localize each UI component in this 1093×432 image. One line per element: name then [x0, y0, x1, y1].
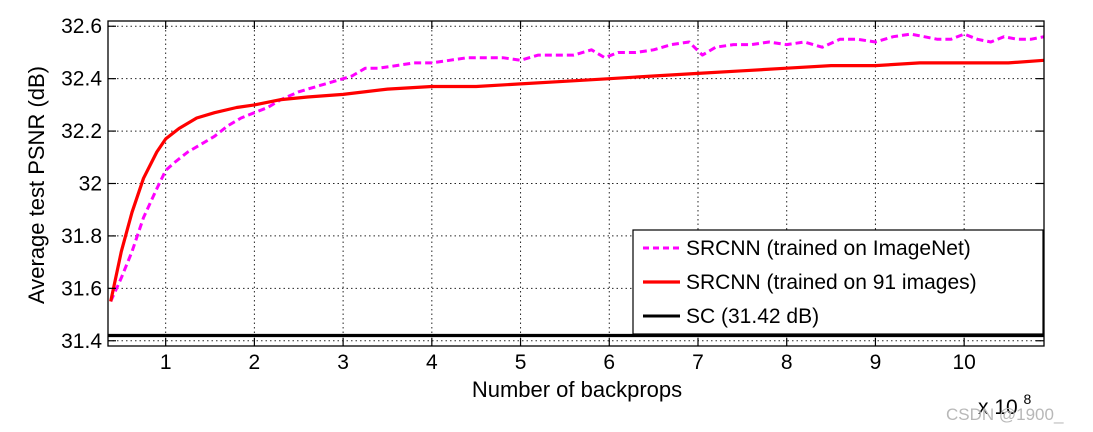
legend: SRCNN (trained on ImageNet) SRCNN (train… [632, 229, 1044, 335]
x-tick-label: 2 [249, 351, 261, 374]
watermark: CSDN @1900_ [946, 405, 1064, 424]
y-tick-label: 32.4 [61, 68, 102, 91]
x-tick-label: 10 [952, 351, 975, 374]
y-tick-label: 32.6 [61, 15, 102, 38]
legend-label-sc: SC (31.42 dB) [686, 305, 819, 328]
x-tick-label: 3 [337, 351, 349, 374]
series-line-imagenet [109, 32, 1045, 303]
x-tick-label: 7 [692, 351, 704, 374]
legend-label-91-images: SRCNN (trained on 91 images) [686, 271, 977, 294]
x-tick-label: 1 [160, 351, 172, 374]
x-scale-factor: x 10 8 [978, 391, 1032, 419]
y-tick-label: 31.8 [61, 225, 102, 248]
y-tick-label: 32.2 [61, 120, 102, 143]
y-tick-label: 31.4 [61, 330, 102, 353]
series-line-91-images [109, 58, 1045, 302]
x-scale-exponent: 8 [1024, 391, 1032, 407]
x-axis-label: Number of backprops [472, 377, 682, 402]
x-tick-label: 9 [870, 351, 882, 374]
series-layer [108, 32, 1045, 338]
x-tick-label: 8 [781, 351, 793, 374]
x-tick-label: 5 [515, 351, 527, 374]
x-tick-label: 6 [603, 351, 615, 374]
y-axis-label: Average test PSNR (dB) [24, 66, 49, 304]
y-tick-label: 31.6 [61, 277, 102, 300]
legend-label-imagenet: SRCNN (trained on ImageNet) [686, 237, 971, 260]
x-tick-label: 4 [426, 351, 438, 374]
legend-box [632, 229, 1044, 335]
y-tick-label: 32 [79, 173, 102, 196]
x-scale-base: x 10 [978, 396, 1018, 419]
axis-ticks: 1 2 3 4 5 6 7 8 9 10 31.4 31.6 31.8 32 32.2 32.4 32.6 [61, 15, 1044, 374]
